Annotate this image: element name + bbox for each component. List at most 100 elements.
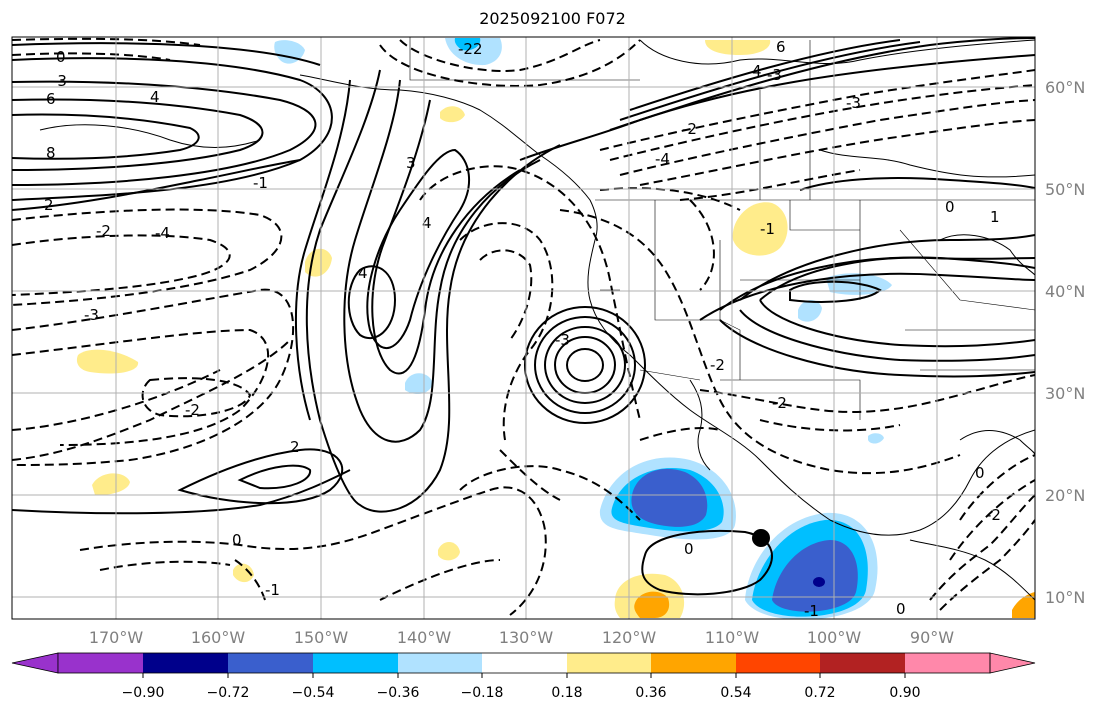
contour-label: -3 [52, 72, 67, 90]
map-panel: 0 -3 6 4 8 2 -2 -4 -3 -2 2 4 3 4 -3 0 -1… [12, 37, 1035, 620]
contour-label: -1 [253, 174, 268, 192]
contour-label: 0 [975, 464, 985, 482]
lon-label: 170°W [89, 628, 144, 647]
contour-label: 2 [44, 196, 54, 214]
contour-label: -3 [846, 94, 861, 112]
contour-label: 4 [752, 62, 762, 80]
contour-label: 4 [422, 214, 432, 232]
contour-label: -22 [458, 40, 483, 58]
political-borders [409, 37, 1035, 420]
contour-label: -4 [655, 150, 670, 168]
colorbar-min-extend [11, 652, 59, 674]
negative-anomaly-patch [454, 38, 481, 51]
colorbar-tick-label: 0.36 [635, 685, 666, 701]
dashed-contours [12, 37, 1035, 616]
lat-label: 30°N [1045, 384, 1085, 403]
lon-label: 100°W [807, 628, 862, 647]
longitude-labels: 170°W 160°W 150°W 140°W 130°W 120°W 110°… [89, 628, 954, 647]
lon-label: 160°W [191, 628, 246, 647]
colorbar-tick-label: −0.72 [207, 685, 250, 701]
colorbar-tick-label: 0.54 [720, 685, 751, 701]
map-frame [11, 36, 1036, 620]
negative-anomaly-patch [868, 433, 884, 444]
colorbar-tick-label: −0.18 [461, 685, 504, 701]
contour-label: 6 [46, 90, 56, 108]
contour-label: -1 [760, 220, 775, 238]
contour-label: 2 [290, 438, 300, 456]
contour-label: -3 [84, 306, 99, 324]
positive-anomaly-patch [1012, 592, 1035, 618]
contour-label: 3 [406, 154, 416, 172]
solid-contours [12, 37, 1035, 596]
colorbar-segment [313, 653, 398, 673]
colorbar-segment [143, 653, 228, 673]
colorbar-tick-label: −0.36 [377, 685, 420, 701]
colorbar-tick-label: −0.54 [292, 685, 335, 701]
negative-anomaly-patch [405, 373, 433, 395]
contour-label: -2 [986, 506, 1001, 524]
lat-label: 10°N [1045, 588, 1085, 607]
contour-labels: 0 -3 6 4 8 2 -2 -4 -3 -2 2 4 3 4 -3 0 -1… [44, 38, 1001, 620]
contour-label: -3 [555, 331, 570, 349]
contour-label: -3 [767, 66, 782, 84]
colorbar-segment [905, 653, 990, 673]
colorbar-segment [651, 653, 736, 673]
colorbar-tick-label: 0.90 [889, 685, 920, 701]
negative-anomaly-patch [798, 299, 822, 322]
positive-anomaly-patch [305, 248, 332, 277]
colorbar-segment [58, 653, 143, 673]
contour-label: 6 [776, 38, 786, 56]
location-marker [752, 529, 770, 547]
contour-label: 1 [990, 208, 1000, 226]
colorbar-ticks [142, 673, 906, 678]
contour-label: -1 [265, 581, 280, 599]
contour-label: 4 [358, 264, 368, 282]
colorbar-tick-label: −0.90 [122, 685, 165, 701]
colorbar-segment [228, 653, 313, 673]
contour-label: 0 [945, 198, 955, 216]
positive-anomaly-patch [92, 473, 130, 496]
colorbar-segment [398, 653, 482, 673]
positive-anomaly-patch [76, 349, 139, 374]
colorbar-tick-label: 0.72 [804, 685, 835, 701]
lon-label: 130°W [499, 628, 554, 647]
colorbar-segment [567, 653, 651, 673]
latitude-labels: 60°N 50°N 40°N 30°N 20°N 10°N [1045, 78, 1085, 607]
lon-label: 120°W [602, 628, 657, 647]
positive-anomaly-patch [732, 202, 788, 256]
lon-label: 150°W [294, 628, 349, 647]
gridlines [12, 37, 1035, 619]
contour-label: 0 [684, 540, 694, 558]
colorbar-tick-label: 0.18 [551, 685, 582, 701]
colorbar: −0.90 −0.72 −0.54 −0.36 −0.18 0.18 0.36 … [11, 652, 1036, 701]
negative-anomaly-patch [772, 540, 858, 612]
contour-label: -4 [155, 224, 170, 242]
colorbar-max-extend [989, 652, 1036, 674]
contour-label: -2 [682, 120, 697, 138]
positive-anomaly-patch [440, 106, 465, 123]
map-title: 2025092100 F072 [479, 9, 626, 28]
lat-label: 60°N [1045, 78, 1085, 97]
contour-label: 4 [150, 88, 160, 106]
negative-anomaly-patch [813, 577, 825, 587]
colorbar-segment [482, 653, 567, 673]
lon-label: 140°W [397, 628, 452, 647]
contour-label: 0 [56, 48, 66, 66]
lat-label: 20°N [1045, 486, 1085, 505]
positive-anomaly-patch [705, 40, 771, 55]
lat-label: 50°N [1045, 180, 1085, 199]
contour-label: 0 [896, 600, 906, 618]
contour-label: -2 [772, 394, 787, 412]
shaded-anomaly-areas [76, 38, 1035, 619]
lon-label: 110°W [705, 628, 760, 647]
lon-label: 90°W [910, 628, 954, 647]
negative-anomaly-patch [631, 468, 708, 527]
lat-label: 40°N [1045, 282, 1085, 301]
contour-label: 8 [46, 144, 56, 162]
contour-label: -2 [185, 401, 200, 419]
contour-label: -1 [804, 602, 819, 620]
contour-label: -2 [710, 356, 725, 374]
contour-label: -2 [96, 222, 111, 240]
positive-anomaly-patch [634, 591, 670, 618]
